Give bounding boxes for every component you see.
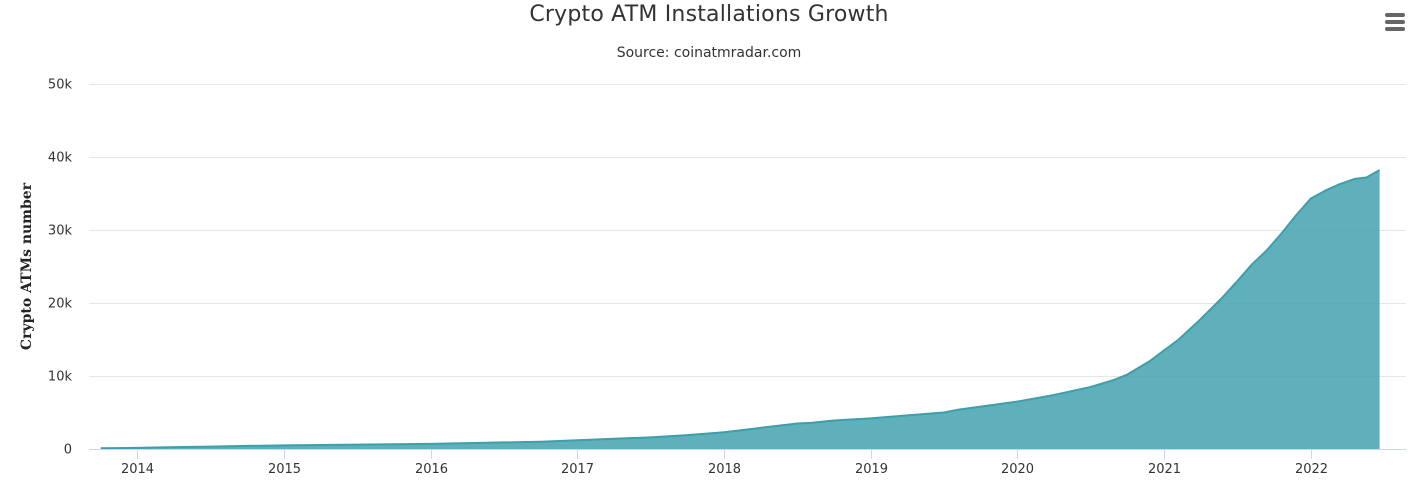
area-fill [100,170,1380,449]
area-series [100,169,1381,450]
y-tick-label: 10k [48,370,73,385]
x-tick-label: 2014 [121,462,154,477]
y-tick-label: 40k [48,151,73,166]
y-axis-title: Crypto ATMs number [19,182,35,350]
y-tick-label: 30k [48,224,73,239]
hamburger-menu-icon[interactable] [1384,12,1406,32]
y-tick-label: 0 [64,443,72,458]
y-axis-ticks: 0 10k 20k 30k 40k 50k [48,78,73,458]
x-tick-label: 2018 [708,462,741,477]
x-tick-label: 2017 [561,462,594,477]
series-line[interactable] [100,169,1381,450]
y-tick-label: 20k [48,297,73,312]
x-tick-label: 2021 [1148,462,1181,477]
x-axis-ticks: 2014 2015 2016 2017 2018 2019 2020 2021 2022 [121,449,1328,477]
x-tick-label: 2020 [1001,462,1034,477]
x-tick-label: 2019 [855,462,888,477]
x-tick-label: 2022 [1295,462,1328,477]
x-tick-label: 2016 [415,462,448,477]
y-tick-label: 50k [48,78,73,93]
chart-subtitle: Source: coinatmradar.com [616,45,802,61]
x-tick-label: 2015 [268,462,301,477]
chart-title: Crypto ATM Installations Growth [529,2,889,27]
